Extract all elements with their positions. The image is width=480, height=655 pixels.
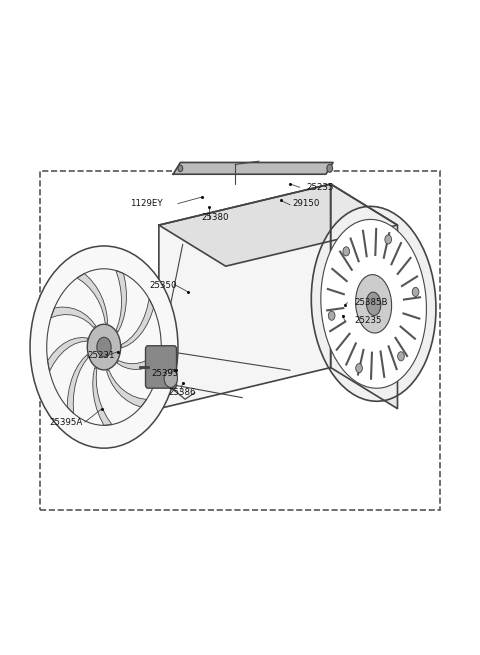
Polygon shape [159,184,331,409]
Text: 25386: 25386 [168,388,196,397]
FancyBboxPatch shape [145,346,177,388]
Circle shape [343,247,349,256]
Polygon shape [107,370,146,407]
Polygon shape [121,299,154,348]
Polygon shape [159,184,397,266]
Polygon shape [51,307,96,328]
Ellipse shape [311,206,436,402]
Circle shape [30,246,178,448]
Polygon shape [117,350,161,369]
Circle shape [327,164,333,172]
Text: 25380: 25380 [202,214,229,223]
Polygon shape [48,337,88,371]
Polygon shape [77,274,108,324]
Circle shape [356,364,362,373]
Polygon shape [93,367,112,425]
Text: 25235: 25235 [307,183,334,192]
Circle shape [87,324,120,370]
Polygon shape [173,162,333,174]
Text: 29150: 29150 [292,199,320,208]
Text: 25350: 25350 [149,280,177,290]
Circle shape [97,337,111,357]
Text: 25231: 25231 [87,351,115,360]
Circle shape [164,369,178,388]
Polygon shape [116,271,126,332]
Ellipse shape [356,274,392,333]
Text: 25385B: 25385B [355,298,388,307]
Circle shape [412,288,419,297]
Text: 25395A: 25395A [49,418,83,426]
Polygon shape [331,184,397,409]
Circle shape [385,235,392,244]
Ellipse shape [366,292,381,316]
Ellipse shape [321,219,426,388]
Text: 25395: 25395 [152,369,179,378]
Circle shape [328,311,335,320]
Text: 1129EY: 1129EY [130,199,163,208]
Circle shape [397,352,404,361]
Polygon shape [67,354,88,413]
Circle shape [178,165,183,172]
Text: 25235: 25235 [355,316,382,326]
